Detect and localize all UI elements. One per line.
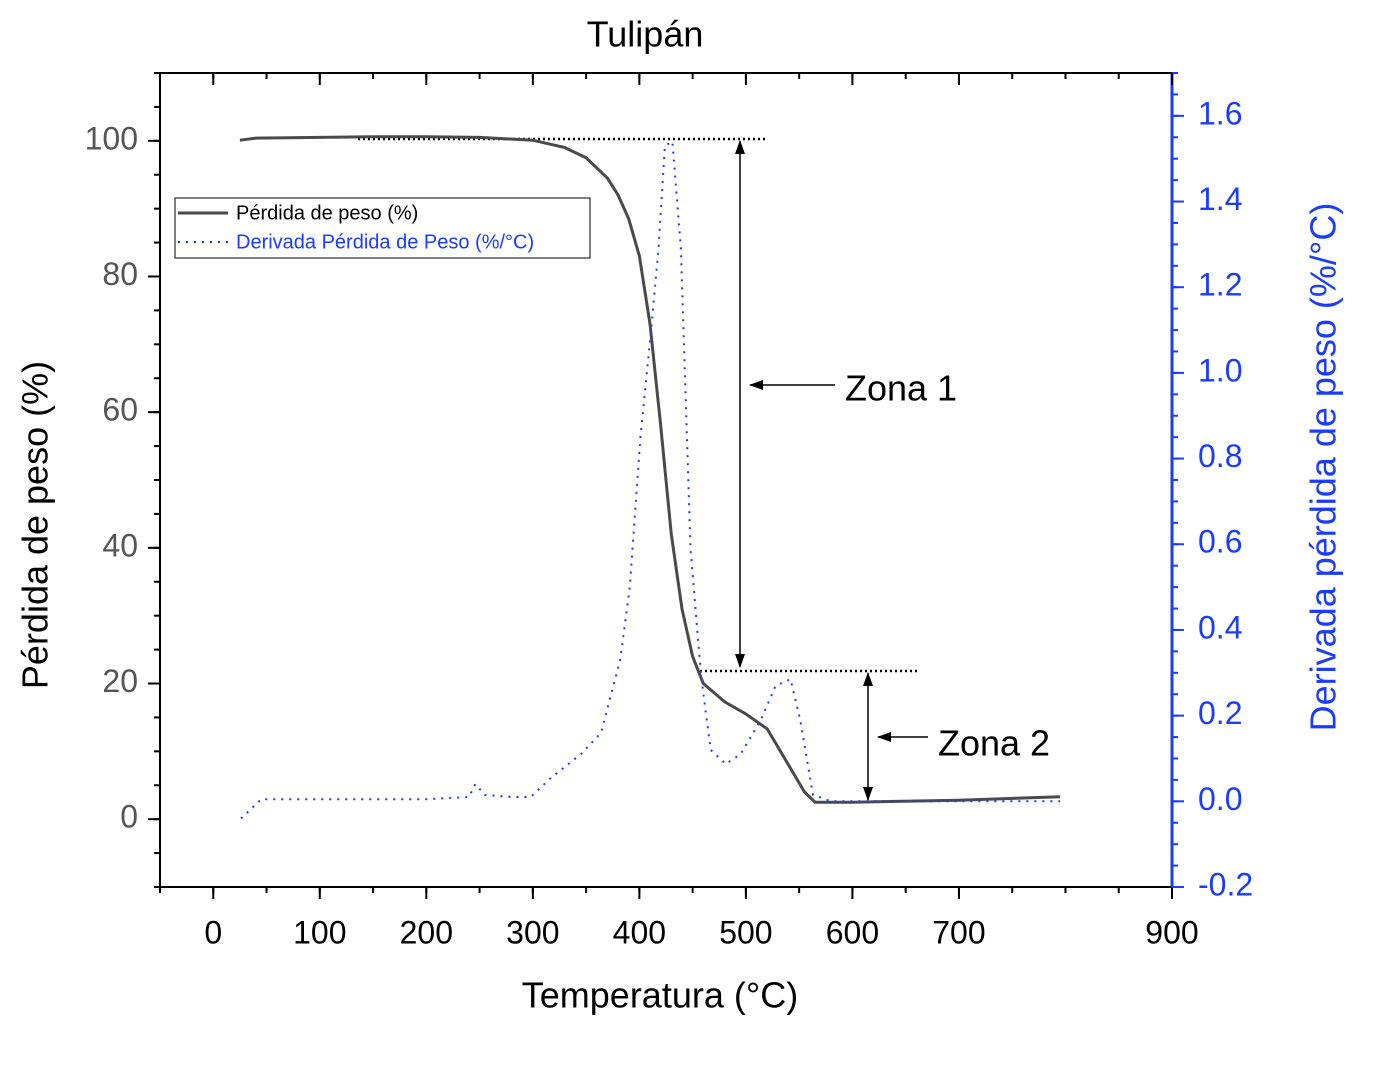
y2-tick-label: 0.2 (1198, 695, 1242, 731)
y-tick-label: 100 (85, 120, 138, 156)
y2-tick-label: -0.2 (1198, 866, 1253, 902)
y-tick-label: 20 (102, 663, 138, 699)
y-tick-label: 40 (102, 527, 138, 563)
y-axis-title: Pérdida de peso (%) (15, 361, 56, 689)
x-tick-label: 400 (613, 914, 666, 950)
y2-tick-label: 0.0 (1198, 781, 1242, 817)
x-tick-label: 300 (506, 914, 559, 950)
annotation: Zona 1 (845, 368, 957, 409)
data-line (239, 135, 1061, 804)
y-tick-label: 60 (102, 392, 138, 428)
x-axis-title: Temperatura (°C) (522, 975, 798, 1016)
y2-axis-title: Derivada pérdida de peso (%/°C) (1303, 203, 1344, 732)
x-tick-label: 700 (932, 914, 985, 950)
y2-tick-label: 1.4 (1198, 181, 1242, 217)
y2-tick-label: 1.6 (1198, 95, 1242, 131)
x-tick-label: 100 (293, 914, 346, 950)
y2-tick-label: 0.4 (1198, 609, 1242, 645)
x-tick-label: 0 (204, 914, 222, 950)
x-tick-label: 900 (1145, 914, 1198, 950)
y-tick-label: 80 (102, 256, 138, 292)
y2-tick-label: 0.8 (1198, 438, 1242, 474)
x-tick-label: 600 (826, 914, 879, 950)
legend-label: Derivada Pérdida de Peso (%/°C) (236, 231, 534, 253)
y2-tick-label: 1.2 (1198, 267, 1242, 303)
x-tick-label: 500 (719, 914, 772, 950)
y2-tick-label: 0.6 (1198, 524, 1242, 560)
legend-box (174, 197, 591, 259)
annotation: Zona 2 (938, 723, 1050, 764)
x-tick-label: 200 (400, 914, 453, 950)
chart-title: Tulipán (587, 14, 704, 55)
y-tick-label: 0 (120, 799, 138, 835)
legend-label: Pérdida de peso (%) (236, 202, 418, 224)
y2-tick-label: 1.0 (1198, 352, 1242, 388)
